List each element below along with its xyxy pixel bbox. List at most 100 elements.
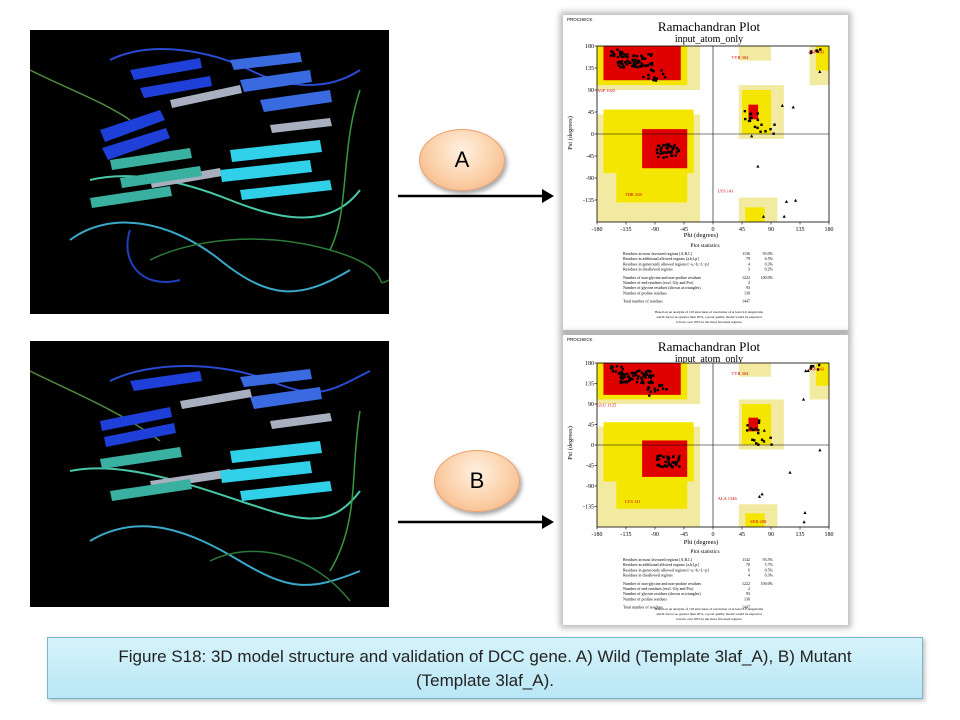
x-tick-label: -45 bbox=[680, 532, 688, 538]
residue-point bbox=[757, 431, 760, 435]
residue-point bbox=[650, 53, 653, 56]
residue-point bbox=[609, 54, 613, 57]
residue-point bbox=[632, 371, 635, 375]
residue-point bbox=[773, 123, 776, 126]
residue-point bbox=[630, 64, 634, 68]
residue-point bbox=[665, 151, 668, 154]
residue-point bbox=[659, 454, 662, 457]
glycine-point bbox=[757, 494, 762, 498]
residue-point bbox=[640, 54, 643, 57]
residue-point bbox=[644, 370, 648, 374]
stats-label: Residues in generously allowed regions [… bbox=[623, 567, 709, 573]
stats-label: Number of proline residues bbox=[623, 596, 667, 601]
residue-point bbox=[670, 154, 674, 157]
footnote-1: Based on an analysis of 118 structures o… bbox=[655, 607, 764, 611]
footnote-2: and R-factor no greater than 20%, a good… bbox=[656, 315, 762, 320]
residue-point bbox=[653, 76, 656, 79]
residue-label: TYR 304 bbox=[732, 55, 750, 60]
residue-point bbox=[667, 461, 670, 464]
x-tick-label: 45 bbox=[739, 227, 745, 233]
residue-point bbox=[642, 381, 645, 385]
stats-label: Number of non-glycine and non-proline re… bbox=[623, 275, 702, 280]
panel-b-label: B bbox=[434, 450, 520, 512]
stats-title: Plot statistics bbox=[690, 243, 719, 249]
residue-point bbox=[619, 381, 623, 384]
stats-percent: 0.3% bbox=[765, 573, 774, 578]
residue-point bbox=[632, 374, 635, 378]
glycine-point bbox=[809, 49, 813, 53]
residue-point bbox=[660, 383, 664, 387]
y-tick-label: 90 bbox=[588, 88, 594, 94]
residue-point bbox=[610, 50, 613, 53]
y-tick-label: 90 bbox=[588, 402, 594, 408]
residue-point bbox=[811, 364, 815, 368]
glycine-point bbox=[791, 105, 795, 109]
residue-point bbox=[638, 369, 641, 372]
residue-point bbox=[662, 156, 665, 159]
residue-point bbox=[623, 373, 626, 377]
residue-point bbox=[620, 371, 623, 374]
stats-label: Number of non-glycine and non-proline re… bbox=[623, 581, 702, 586]
residue-point bbox=[752, 428, 755, 432]
residue-point bbox=[648, 394, 651, 397]
stats-label: Total number of residues bbox=[623, 299, 663, 304]
residue-point bbox=[663, 464, 667, 467]
residue-point bbox=[616, 61, 620, 64]
generous-region bbox=[738, 46, 771, 61]
x-tick-label: 90 bbox=[768, 227, 774, 233]
residue-point bbox=[621, 372, 625, 376]
caption-line-1: Figure S18: 3D model structure and valid… bbox=[118, 647, 852, 666]
arrow-b bbox=[398, 515, 554, 529]
stats-count: 130 bbox=[744, 596, 750, 601]
figure-caption: Figure S18: 3D model structure and valid… bbox=[47, 637, 923, 699]
additional-region bbox=[745, 207, 765, 222]
x-tick-label: -45 bbox=[680, 227, 688, 233]
residue-point bbox=[649, 370, 652, 373]
stats-label: Number of end-residues (excl. Gly and Pr… bbox=[623, 586, 694, 591]
residue-point bbox=[757, 443, 760, 446]
residue-label: SER 208 bbox=[750, 519, 767, 524]
glycine-point bbox=[803, 510, 807, 514]
residue-label: TYR 304 bbox=[732, 371, 750, 376]
residue-point bbox=[769, 436, 772, 439]
stats-count: 4 bbox=[748, 261, 750, 266]
plot-subtitle: input_atom_only bbox=[675, 354, 743, 365]
stats-percent: 0.3% bbox=[765, 261, 774, 266]
stats-count: 2 bbox=[748, 280, 750, 285]
residue-point bbox=[662, 455, 666, 459]
additional-region bbox=[816, 46, 829, 71]
glycine-point bbox=[802, 520, 806, 524]
residue-point bbox=[632, 65, 636, 68]
residue-point bbox=[746, 424, 749, 427]
residue-point bbox=[753, 439, 756, 442]
residue-point bbox=[634, 58, 637, 62]
stats-title: Plot statistics bbox=[690, 549, 719, 555]
residue-point bbox=[620, 373, 623, 377]
glycine-point bbox=[801, 397, 806, 401]
residue-point bbox=[649, 381, 652, 385]
residue-point bbox=[749, 112, 753, 115]
residue-point bbox=[647, 73, 650, 77]
residue-point bbox=[649, 380, 653, 383]
y-axis-label: Psi (degrees) bbox=[567, 116, 574, 150]
residue-point bbox=[612, 54, 616, 58]
x-tick-label: -180 bbox=[592, 532, 603, 538]
structure-image-b bbox=[30, 341, 389, 607]
additional-region bbox=[745, 513, 765, 527]
stats-count: 1222 bbox=[742, 275, 750, 280]
residue-point bbox=[658, 454, 661, 458]
x-tick-label: 135 bbox=[796, 227, 805, 233]
residue-point bbox=[647, 381, 651, 384]
residue-point bbox=[622, 66, 625, 69]
glycine-point bbox=[818, 69, 822, 73]
residue-point bbox=[657, 463, 660, 466]
residue-point bbox=[626, 53, 629, 56]
residue-point bbox=[666, 147, 670, 150]
residue-point bbox=[616, 48, 619, 51]
plot-title: Ramachandran Plot bbox=[658, 19, 761, 34]
favoured-region bbox=[748, 417, 759, 432]
glycine-point bbox=[782, 214, 786, 218]
residue-point bbox=[634, 371, 637, 375]
stats-count: 1142 bbox=[742, 557, 750, 562]
glycine-point bbox=[784, 199, 789, 203]
